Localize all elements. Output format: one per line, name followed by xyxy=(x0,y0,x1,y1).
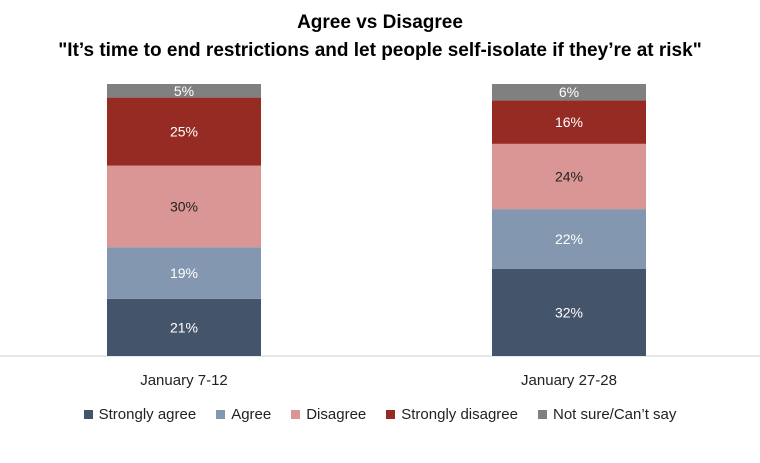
bars: 21% 19% 30% 25% 5% 32% 22% 24% 16% 6% xyxy=(107,83,646,356)
x-tick-label: January 27-28 xyxy=(521,372,617,389)
x-tick-label: January 7-12 xyxy=(140,372,228,389)
bar-segment xyxy=(107,84,261,98)
legend-item: Strongly agree xyxy=(83,406,197,423)
x-tick-labels: January 7-12 January 27-28 xyxy=(140,372,617,389)
legend-item: Disagree xyxy=(291,406,366,423)
legend-label: Agree xyxy=(231,406,272,423)
bar-segment xyxy=(492,143,646,210)
legend-item: Agree xyxy=(216,406,271,423)
bar-segment xyxy=(107,247,261,299)
data-label: 6% xyxy=(559,84,579,100)
data-label: 16% xyxy=(555,114,583,130)
bar-segment xyxy=(492,209,646,269)
legend-item: Strongly disagree xyxy=(386,406,518,423)
legend-item: Not sure/Can’t say xyxy=(537,406,677,423)
data-label: 5% xyxy=(174,83,194,99)
bar-segment xyxy=(107,298,261,356)
data-label: 25% xyxy=(170,124,198,140)
legend-label: Disagree xyxy=(306,406,367,423)
data-label: 19% xyxy=(170,265,198,281)
chart-title: Agree vs Disagree xyxy=(297,12,463,33)
legend-swatch xyxy=(83,410,93,419)
bar-segment xyxy=(107,165,261,248)
legend-label: Strongly disagree xyxy=(401,406,518,423)
legend-swatch xyxy=(216,410,226,419)
data-label: 22% xyxy=(555,231,583,247)
bar-segment xyxy=(492,268,646,356)
data-label: 21% xyxy=(170,319,198,335)
data-label: 30% xyxy=(170,198,198,214)
data-label: 24% xyxy=(555,168,583,184)
legend-swatch xyxy=(386,410,396,419)
bar-segment xyxy=(492,100,646,144)
legend-swatch xyxy=(537,410,547,419)
legend-label: Not sure/Can’t say xyxy=(552,406,677,423)
bar-segment xyxy=(107,97,261,166)
legend-swatch xyxy=(291,410,301,419)
bar-segment xyxy=(492,84,646,101)
chart-subtitle: "It’s time to end restrictions and let p… xyxy=(58,40,701,61)
data-label: 32% xyxy=(555,304,583,320)
chart-svg: Agree vs Disagree "It’s time to end rest… xyxy=(0,12,760,389)
legend-label: Strongly agree xyxy=(98,406,197,423)
legend: Strongly agree Agree Disagree Strongly disa… xyxy=(0,406,760,423)
